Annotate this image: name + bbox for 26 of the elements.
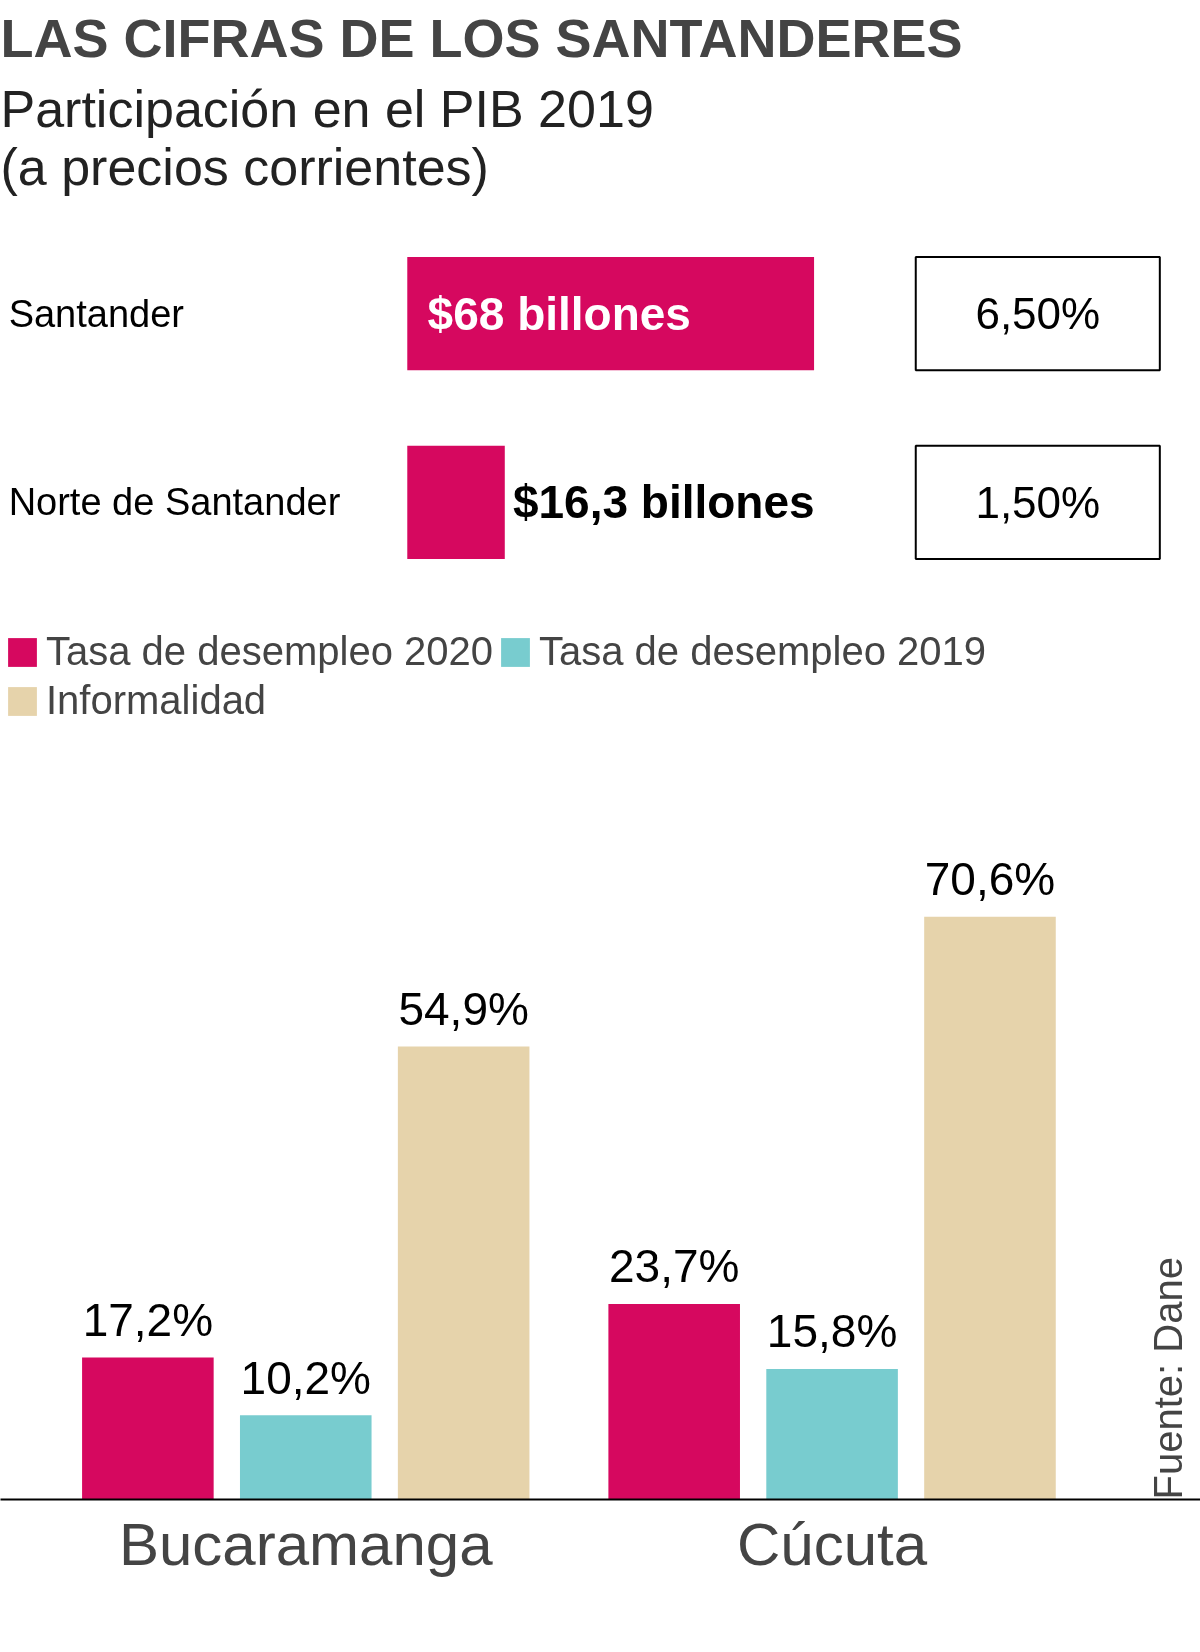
y-tick-label: Santander (8, 292, 185, 335)
bar (82, 1357, 214, 1500)
bar (239, 1415, 372, 1500)
data-label: 15,8% (766, 1305, 898, 1358)
y-tick-label: Norte de Santander (8, 481, 341, 524)
x-tick-label: Bucaramanga (118, 1510, 494, 1578)
data-label: 17,2% (82, 1293, 214, 1346)
legend-label: Tasa de desempleo 2020 (46, 629, 493, 674)
data-label: $68 billones (427, 287, 691, 340)
bar (766, 1369, 898, 1500)
x-tick-label: Cúcuta (737, 1510, 928, 1578)
legend-label: Informalidad (46, 678, 267, 723)
data-label: $16,3 billones (512, 476, 815, 529)
bar (397, 1046, 530, 1500)
text: 6,50% (975, 289, 1101, 339)
data-label: 70,6% (924, 853, 1056, 906)
bar (608, 1303, 740, 1500)
text: 1,50% (975, 477, 1101, 527)
chart-title: LAS CIFRAS DE LOS SANTANDERES (0, 7, 963, 68)
annotation: Fuente: Dane (1145, 1257, 1190, 1500)
data-label: 10,2% (240, 1351, 371, 1404)
legend-label: Tasa de desempleo 2019 (539, 629, 986, 674)
chart-subtitle: Participación en el PIB 2019 (a precios corrientes) (0, 79, 654, 196)
data-label: 54,9% (398, 982, 529, 1035)
bar (924, 916, 1056, 1500)
data-label: 23,7% (608, 1240, 740, 1293)
